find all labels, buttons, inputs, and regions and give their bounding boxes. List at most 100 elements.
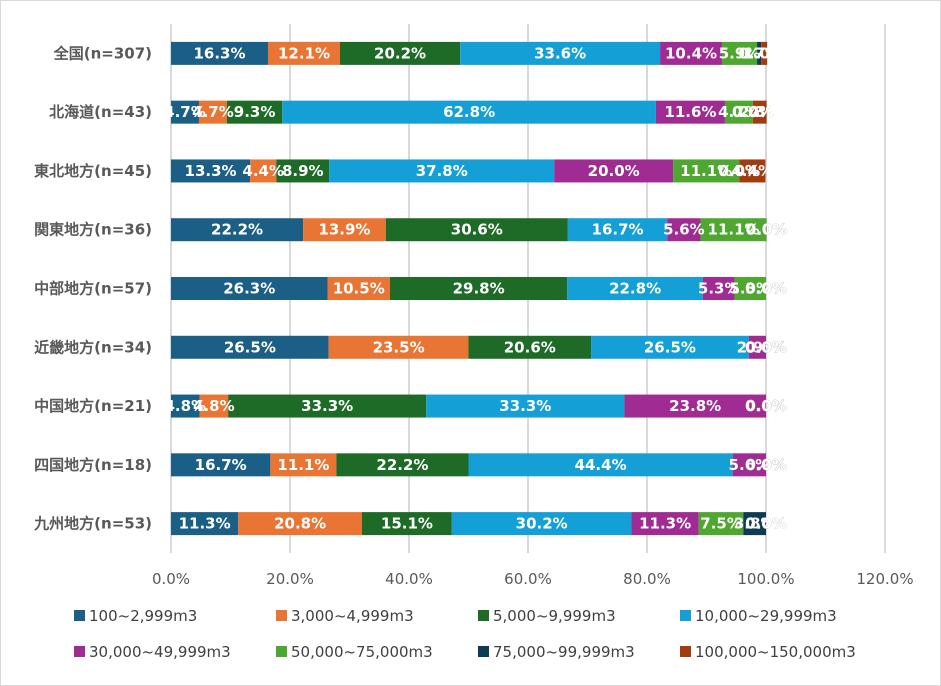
data-label: 4.7% xyxy=(164,103,206,121)
data-label: 26.5% xyxy=(644,338,696,356)
bar-segment xyxy=(761,41,768,65)
legend-swatch xyxy=(276,646,287,657)
category-label: 北海道(n=43) xyxy=(49,103,152,121)
data-label: 4.8% xyxy=(164,397,206,415)
bar-segment xyxy=(276,159,330,183)
category-label: 全国(n=307) xyxy=(53,44,152,62)
bar-segment xyxy=(199,394,229,418)
data-label: 23.5% xyxy=(373,338,425,356)
bar-segment xyxy=(567,218,668,242)
data-label: 0.7% xyxy=(738,44,780,62)
data-label: 0.0% xyxy=(745,456,787,474)
bar-segment xyxy=(667,218,701,242)
bar-segment xyxy=(739,159,766,183)
x-tick-labels: 0.0% 20.0% 40.0% 60.0% 80.0% 100.0% 120.0% xyxy=(152,570,914,588)
data-label: 0.0% xyxy=(746,221,788,239)
legend-swatch xyxy=(74,646,85,657)
legend-item: 100~2,999m3 xyxy=(74,607,197,625)
data-label: 12.1% xyxy=(278,44,330,62)
data-label: 10.5% xyxy=(333,280,385,298)
data-label: 0.0% xyxy=(745,515,787,533)
bar-segment xyxy=(336,453,469,477)
data-label: 4.4% xyxy=(732,162,774,180)
category-label: 四国地方(n=18) xyxy=(34,456,152,474)
legend-item: 50,000~75,000m3 xyxy=(276,643,433,661)
legend-swatch xyxy=(680,610,691,621)
data-label: 22.8% xyxy=(609,280,661,298)
data-label: 26.3% xyxy=(223,280,275,298)
legend-label: 30,000~49,999m3 xyxy=(89,643,231,661)
bar-segment xyxy=(250,159,277,183)
data-label: 5.6% xyxy=(663,221,705,239)
bar-segment xyxy=(339,41,461,65)
data-label: 5.9% xyxy=(719,44,761,62)
data-label: 26.5% xyxy=(224,338,276,356)
legend-label: 50,000~75,000m3 xyxy=(291,643,433,661)
bar-segment xyxy=(468,335,592,359)
legend-item: 30,000~49,999m3 xyxy=(74,643,231,661)
data-label: 5.3% xyxy=(729,280,771,298)
x-tick-label: 60.0% xyxy=(504,570,552,588)
data-label: 23.8% xyxy=(669,397,721,415)
data-label: 62.8% xyxy=(443,103,495,121)
data-label: 16.7% xyxy=(592,221,644,239)
legend-swatch xyxy=(276,610,287,621)
x-tick-label: 80.0% xyxy=(623,570,671,588)
bar-segment xyxy=(226,100,283,124)
category-label: 近畿地方(n=34) xyxy=(34,338,152,356)
bar-segment xyxy=(567,277,703,300)
legend-label: 100~2,999m3 xyxy=(89,607,197,625)
data-label: 2.9% xyxy=(737,338,779,356)
category-labels: 全国(n=307) 北海道(n=43) 東北地方(n=45) 関東地方(n=36) 中部… xyxy=(33,44,152,532)
bar-segment xyxy=(198,100,227,124)
bar-segment xyxy=(282,100,656,124)
x-tick-label: 20.0% xyxy=(266,570,314,588)
bar-segment xyxy=(631,512,699,536)
legend-item: 5,000~9,999m3 xyxy=(478,607,616,625)
bar-segment xyxy=(591,335,749,359)
data-label: 0.0% xyxy=(745,456,787,474)
bar-segment xyxy=(660,41,722,65)
data-label: 13.3% xyxy=(185,162,237,180)
data-label: 8.9% xyxy=(282,162,324,180)
bar-segment xyxy=(329,159,555,183)
bar-segment xyxy=(171,512,239,536)
legend-label: 5,000~9,999m3 xyxy=(493,607,616,625)
x-tick-label: 0.0% xyxy=(152,570,190,588)
data-label: 4.4% xyxy=(242,162,284,180)
legend-item: 10,000~29,999m3 xyxy=(680,607,837,625)
legend-label: 10,000~29,999m3 xyxy=(695,607,837,625)
bar-segment xyxy=(451,512,632,536)
bar-segment xyxy=(673,159,740,183)
bar-segment xyxy=(171,277,328,300)
bar-segment xyxy=(270,453,337,477)
data-label: 4.8% xyxy=(193,397,235,415)
category-label: 中国地方(n=21) xyxy=(34,397,152,415)
bar-segment xyxy=(554,159,674,183)
bar-segment xyxy=(748,335,766,359)
data-label: 11.3% xyxy=(179,515,231,533)
data-label: 5.6% xyxy=(729,456,771,474)
bar-segment xyxy=(624,394,766,418)
data-label: 20.8% xyxy=(274,515,326,533)
legend-swatch xyxy=(478,610,489,621)
data-label: 9.3% xyxy=(234,103,276,121)
bar-segment xyxy=(426,394,625,418)
data-label: 44.4% xyxy=(575,456,627,474)
bar-segment xyxy=(171,41,268,65)
data-label: 2.3% xyxy=(739,103,781,121)
bar-segment xyxy=(732,453,766,477)
category-label: 九州地方(n=53) xyxy=(33,515,152,533)
data-label: 3.8% xyxy=(734,515,776,533)
bar-segment xyxy=(328,335,469,359)
data-label: 11.3% xyxy=(639,515,691,533)
data-label: 20.0% xyxy=(588,162,640,180)
data-label: 29.8% xyxy=(453,280,505,298)
legend-swatch xyxy=(680,646,691,657)
data-label: 0.0% xyxy=(745,397,787,415)
bar-segment xyxy=(171,159,251,183)
data-label: 4.7% xyxy=(718,103,760,121)
data-label: 11.1% xyxy=(680,162,732,180)
legend-item: 3,000~4,999m3 xyxy=(276,607,414,625)
legend-label: 3,000~4,999m3 xyxy=(291,607,414,625)
